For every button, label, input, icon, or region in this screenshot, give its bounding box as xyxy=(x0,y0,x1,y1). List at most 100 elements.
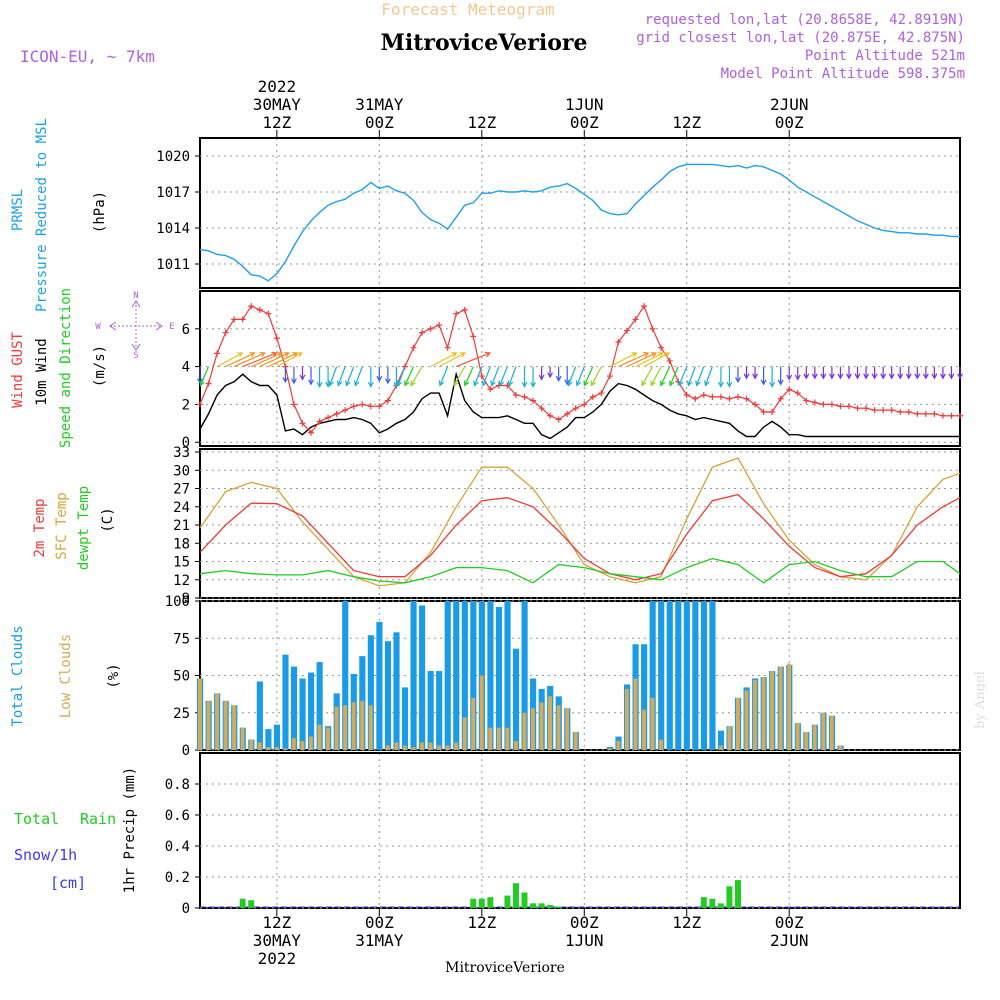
pressure-label-msl: Pressure Reduced to MSL xyxy=(34,118,50,312)
wind-arrow xyxy=(225,352,255,368)
low-cloud-bar xyxy=(795,723,800,750)
cloud-label-low: Low Clouds xyxy=(58,634,74,718)
wind-arrowhead xyxy=(820,373,827,380)
y-tick-label: 15 xyxy=(173,555,190,571)
wind-arrowhead xyxy=(451,352,458,358)
model-altitude: Model Point Altitude 598.375m xyxy=(721,66,965,82)
temp-label-unit: (C) xyxy=(100,507,116,532)
top-time-label: 30MAY xyxy=(253,95,302,114)
wind-arrowhead xyxy=(530,381,536,388)
gust-marker xyxy=(427,325,434,332)
wind-label-gust: Wind GUST xyxy=(10,332,26,408)
wind-arrowhead xyxy=(199,380,205,387)
wind-arrowhead xyxy=(643,352,650,358)
wind-arrowhead xyxy=(939,373,946,380)
low-cloud-bar xyxy=(283,748,288,750)
total-cloud-bar xyxy=(649,601,656,750)
low-cloud-bar xyxy=(300,741,305,750)
gust-marker xyxy=(692,395,699,402)
wind-arrowhead xyxy=(296,352,303,358)
bottom-time-label: 12Z xyxy=(467,913,496,932)
bottom-time-label: 00Z xyxy=(365,913,394,932)
bottom-time-label: 12Z xyxy=(262,913,291,932)
gust-marker xyxy=(572,405,579,412)
gust-marker xyxy=(342,407,349,414)
wind-arrow xyxy=(404,366,415,386)
wind-panel-frame xyxy=(199,290,961,447)
wind-arrowhead xyxy=(677,380,684,387)
gust-marker xyxy=(581,401,588,408)
wind-arrowhead xyxy=(291,378,297,385)
gust-marker xyxy=(512,391,519,398)
gust-marker xyxy=(641,303,648,310)
top-time-label: 31MAY xyxy=(355,95,404,114)
gust-marker xyxy=(863,405,870,412)
wind-arrow xyxy=(430,352,457,368)
low-cloud-bar xyxy=(402,745,407,750)
wind-arrowhead xyxy=(687,380,693,387)
bottom-time-label: 00Z xyxy=(775,913,804,932)
gust-marker xyxy=(957,412,963,419)
gust-marker xyxy=(521,393,528,400)
top-time-label: 00Z xyxy=(365,113,394,132)
precip-panel-frame xyxy=(199,752,961,909)
total-cloud-bar xyxy=(299,678,306,750)
precip-label-total: Total xyxy=(14,810,59,828)
wind-arrowhead xyxy=(695,380,701,387)
y-tick-label: 0 xyxy=(182,743,190,759)
wind-arrowhead xyxy=(299,374,306,381)
wind-arrow xyxy=(250,352,283,368)
gust-marker xyxy=(666,357,673,364)
low-cloud-bar xyxy=(351,702,356,750)
gust-marker xyxy=(530,397,537,404)
wind-arrowhead xyxy=(888,373,895,380)
wind-arrowhead xyxy=(316,381,323,388)
low-cloud-bar xyxy=(616,741,621,750)
rain-bar xyxy=(470,898,477,908)
rain-bar xyxy=(478,898,485,908)
bottom-time-label: 31MAY xyxy=(355,931,404,950)
wind-label-10m: 10m Wind xyxy=(34,338,50,405)
gust-marker xyxy=(743,395,750,402)
low-cloud-bar xyxy=(505,727,510,750)
total-cloud-bar xyxy=(376,621,383,750)
gust-marker xyxy=(632,316,639,323)
wind-arrow xyxy=(643,352,670,368)
wind-arrowhead xyxy=(726,381,733,388)
wind-arrow xyxy=(453,366,466,386)
gust-marker xyxy=(384,397,391,404)
low-cloud-bar xyxy=(650,697,655,750)
wind-arrowhead xyxy=(249,352,256,358)
gust-marker xyxy=(410,344,417,351)
gust-marker xyxy=(897,408,904,415)
wind-arrowhead xyxy=(922,373,929,380)
low-cloud-bar xyxy=(257,742,262,750)
y-tick-label: 2 xyxy=(182,397,190,413)
y-tick-label: 25 xyxy=(173,706,190,722)
precip-label-cm: [cm] xyxy=(50,874,86,892)
gust-marker xyxy=(914,410,921,417)
wind-arrow xyxy=(259,352,290,368)
wind-label-unit: (m/s) xyxy=(92,345,108,387)
wind-arrow xyxy=(618,352,649,368)
wind-arrowhead xyxy=(259,351,266,358)
gust-marker xyxy=(453,310,460,317)
wind-arrowhead xyxy=(743,373,750,380)
wind-arrowhead xyxy=(404,380,410,387)
low-cloud-bar xyxy=(309,736,313,750)
wind-arrow xyxy=(590,366,602,386)
y-tick-label: 0.2 xyxy=(165,870,190,886)
gust-marker xyxy=(538,405,545,412)
dewpt-line xyxy=(199,557,961,584)
wind-arrowhead xyxy=(769,381,776,388)
gust-marker xyxy=(248,303,255,310)
wind-arrow xyxy=(583,366,594,386)
total-cloud-bar xyxy=(641,644,648,750)
requested-coords: requested lon,lat (20.8658E, 42.8919N) xyxy=(645,12,965,28)
cloud-label-total: Total Clouds xyxy=(10,625,26,726)
top-time-label: 12Z xyxy=(262,113,291,132)
gust-marker xyxy=(769,408,776,415)
wind-arrow xyxy=(276,352,303,368)
precip-label-rain: Rain xyxy=(80,810,116,828)
wind-arrow xyxy=(268,352,298,368)
